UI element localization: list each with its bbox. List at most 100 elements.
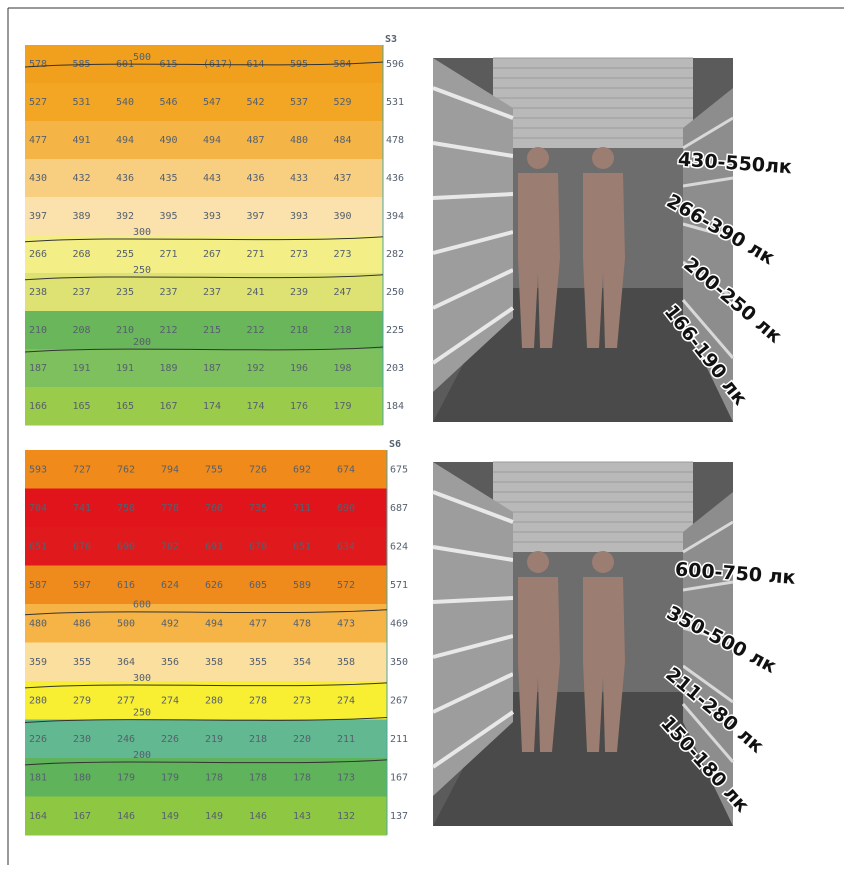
grid-value: 492: [161, 618, 179, 629]
grid-value: 274: [337, 695, 355, 706]
grid-value: 273: [293, 695, 311, 706]
grid-value: 760: [205, 503, 223, 514]
back-wall: [493, 462, 693, 552]
grid-value: 196: [290, 363, 308, 374]
edge-value: 478: [386, 135, 404, 146]
grid-value: 704: [29, 503, 47, 514]
grid-value: 436: [247, 173, 265, 184]
grid-value: 477: [249, 618, 267, 629]
render-scene: [433, 462, 733, 826]
grid-value: 255: [116, 249, 134, 260]
edge-value: 211: [390, 734, 408, 745]
grid-value: 702: [161, 541, 179, 552]
contour-label: 300: [133, 227, 151, 238]
grid-value: 189: [160, 363, 178, 374]
grid-value: 435: [160, 173, 178, 184]
grid-value: 266: [29, 249, 47, 260]
edge-value: 267: [390, 695, 408, 706]
grid-value: 210: [29, 325, 47, 336]
grid-value: 436: [116, 173, 134, 184]
grid-value: 226: [29, 734, 47, 745]
grid-value: 478: [293, 618, 311, 629]
contour-label: 250: [133, 708, 151, 719]
grid-value: 711: [293, 503, 311, 514]
grid-value: 355: [249, 657, 267, 668]
grid-value: 794: [161, 464, 179, 475]
edge-value: 167: [390, 772, 408, 783]
grid-value: 191: [116, 363, 134, 374]
edge-value: 225: [386, 325, 404, 336]
grid-value: 358: [337, 657, 355, 668]
grid-value: 364: [117, 657, 135, 668]
grid-value: 239: [290, 287, 308, 298]
grid-value: 540: [116, 97, 134, 108]
grid-value: 173: [337, 772, 355, 783]
grid-value: 178: [205, 772, 223, 783]
grid-value: 198: [334, 363, 352, 374]
grid-value: 676: [73, 541, 91, 552]
grid-value: 494: [205, 618, 223, 629]
grid-value: 397: [247, 211, 265, 222]
grid-value: 271: [160, 249, 178, 260]
grid-value: 584: [334, 59, 352, 70]
render-scene: [433, 58, 733, 422]
figure-head: [527, 147, 549, 169]
grid-value: 651: [293, 541, 311, 552]
heatmap: 5937277627947557266926746757047417587787…: [25, 439, 408, 836]
edge-value: 624: [390, 541, 408, 552]
grid-value: 191: [73, 363, 91, 374]
grid-value: 491: [73, 135, 91, 146]
grid-value: 537: [290, 97, 308, 108]
grid-value: 433: [290, 173, 308, 184]
back-wall: [493, 58, 693, 148]
grid-value: 727: [73, 464, 91, 475]
grid-value: 490: [160, 135, 178, 146]
edge-value: 571: [390, 580, 408, 591]
grid-value: 494: [203, 135, 221, 146]
grid-value: 273: [290, 249, 308, 260]
grid-value: 167: [160, 401, 178, 412]
grid-value: 178: [249, 772, 267, 783]
grid-value: 268: [73, 249, 91, 260]
grid-value: 179: [334, 401, 352, 412]
grid-value: 397: [29, 211, 47, 222]
grid-value: 226: [161, 734, 179, 745]
grid-value: 762: [117, 464, 135, 475]
grid-value: 626: [205, 580, 223, 591]
grid-value: 437: [334, 173, 352, 184]
grid-value: 356: [161, 657, 179, 668]
grid-value: 624: [161, 580, 179, 591]
figure: 578585601615(617)61459558459652753154054…: [0, 0, 844, 873]
edge-value: 184: [386, 401, 404, 412]
grid-value: 690: [337, 503, 355, 514]
edge-value: 596: [386, 59, 404, 70]
grid-value: 546: [160, 97, 178, 108]
grid-value: 277: [117, 695, 135, 706]
grid-value: 527: [29, 97, 47, 108]
grid-value: 572: [337, 580, 355, 591]
grid-value: 174: [247, 401, 265, 412]
grid-value: 164: [29, 811, 47, 822]
grid-value: 486: [73, 618, 91, 629]
grid-value: 237: [203, 287, 221, 298]
edge-value: 394: [386, 211, 404, 222]
edge-value: 282: [386, 249, 404, 260]
grid-value: 165: [73, 401, 91, 412]
contour-label: 200: [133, 337, 151, 348]
grid-value: 484: [334, 135, 352, 146]
grid-value: 542: [247, 97, 265, 108]
grid-value: 443: [203, 173, 221, 184]
grid-value: 166: [29, 401, 47, 412]
grid-value: 215: [203, 325, 221, 336]
grid-value: 432: [73, 173, 91, 184]
grid-value: 393: [290, 211, 308, 222]
grid-value: 480: [290, 135, 308, 146]
grid-value: 167: [73, 811, 91, 822]
grid-value: 280: [29, 695, 47, 706]
grid-value: 146: [117, 811, 135, 822]
grid-value: 500: [117, 618, 135, 629]
grid-value: 280: [205, 695, 223, 706]
edge-value: 350: [390, 657, 408, 668]
grid-value: 395: [160, 211, 178, 222]
